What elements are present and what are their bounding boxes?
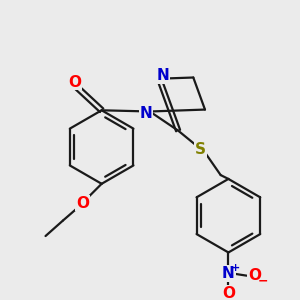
Text: N: N <box>157 68 169 83</box>
Text: +: + <box>230 263 240 273</box>
Text: S: S <box>195 142 206 158</box>
Text: O: O <box>76 196 89 211</box>
Text: N: N <box>222 266 235 281</box>
Text: O: O <box>248 268 261 283</box>
Text: N: N <box>140 106 152 121</box>
Text: O: O <box>222 286 235 300</box>
Text: O: O <box>68 75 81 90</box>
Text: −: − <box>258 275 268 288</box>
